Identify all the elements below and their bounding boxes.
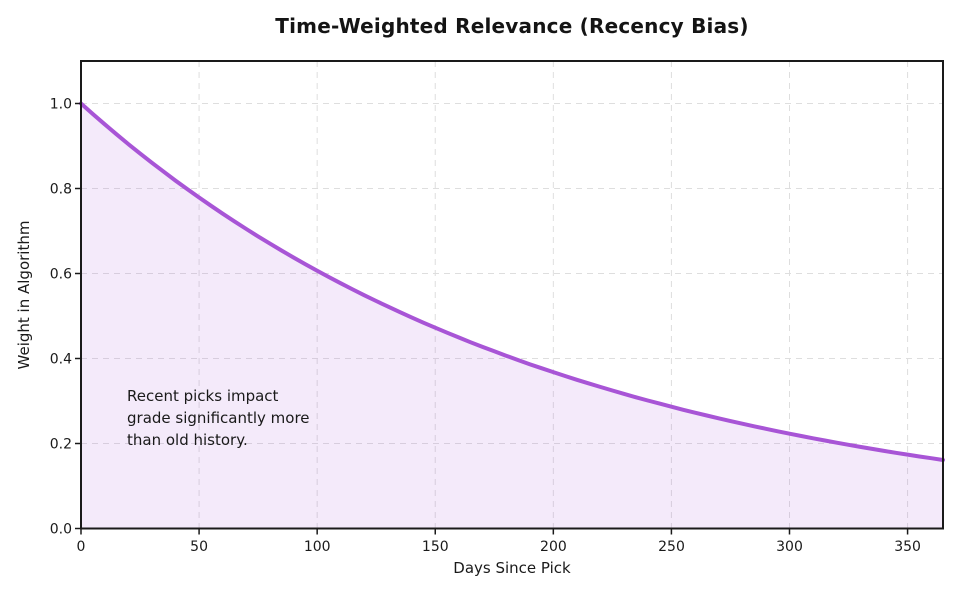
x-tick-label: 300 bbox=[776, 539, 803, 555]
x-tick-label: 100 bbox=[304, 539, 331, 555]
y-tick-label: 1.0 bbox=[50, 97, 72, 113]
y-tick-label: 0.0 bbox=[50, 522, 72, 538]
tick-marks bbox=[75, 102, 909, 535]
x-tick-label: 150 bbox=[422, 539, 449, 555]
y-tick-label: 0.8 bbox=[50, 182, 72, 198]
x-tick-label: 0 bbox=[77, 539, 86, 555]
y-tick-labels: 0.0 0.2 0.4 0.6 0.8 1.0 bbox=[50, 97, 72, 538]
x-axis-label: Days Since Pick bbox=[453, 559, 571, 577]
area-fill bbox=[81, 103, 943, 529]
x-tick-label: 250 bbox=[658, 539, 685, 555]
chart-title: Time-Weighted Relevance (Recency Bias) bbox=[275, 14, 749, 38]
x-tick-labels: 0 50 100 150 200 250 300 350 bbox=[77, 539, 921, 555]
annotation-text: Recent picks impact grade significantly … bbox=[127, 387, 310, 449]
y-tick-label: 0.2 bbox=[50, 437, 72, 453]
y-axis-label: Weight in Algorithm bbox=[15, 220, 33, 370]
x-tick-label: 200 bbox=[540, 539, 567, 555]
axes-frame bbox=[80, 60, 944, 530]
x-tick-label: 50 bbox=[190, 539, 208, 555]
y-tick-label: 0.6 bbox=[50, 267, 72, 283]
x-tick-label: 350 bbox=[894, 539, 921, 555]
y-tick-label: 0.4 bbox=[50, 352, 72, 368]
decay-curve bbox=[79, 101, 945, 462]
